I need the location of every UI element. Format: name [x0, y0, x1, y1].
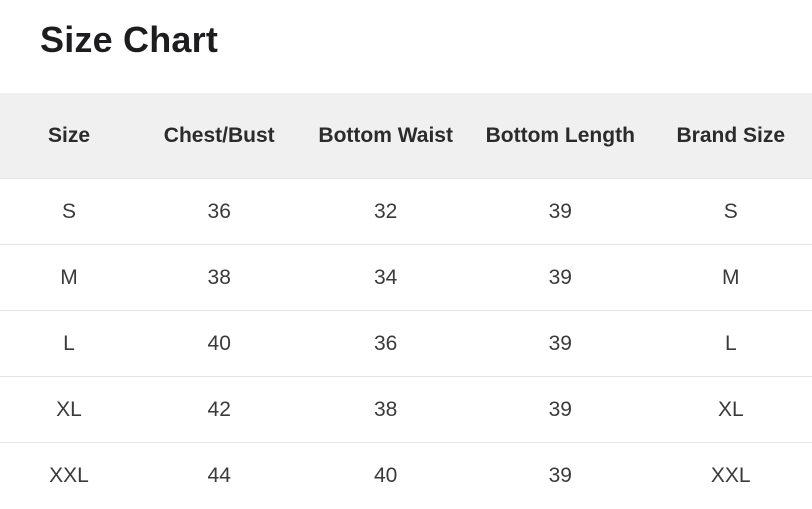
size-cell: XL: [0, 376, 139, 443]
page-title: Size Chart: [40, 19, 219, 60]
size-cell: XXL: [49, 463, 89, 487]
size-chart-body: S 36 32 39 S M 38 34 39 M L 40 36 39 L X…: [0, 178, 812, 509]
size-cell: L: [0, 310, 139, 377]
column-header-chest-bust: Chest/Bust: [138, 93, 301, 179]
brand-size-cell: XL: [649, 376, 812, 443]
bottom-length-cell: 39: [470, 376, 650, 443]
bottom-waist-cell: 40: [374, 463, 398, 487]
bottom-length-cell: 39: [470, 310, 650, 377]
table-row: S 36 32 39 S: [0, 178, 812, 245]
table-row: XL 42 38 39 XL: [0, 376, 812, 443]
chest-bust-cell: 36: [138, 178, 301, 245]
chest-bust-cell: 38: [138, 244, 301, 311]
brand-size-cell: L: [649, 310, 812, 377]
column-header-brand-size: Brand Size: [649, 93, 812, 179]
table-row: M 38 34 39 M: [0, 244, 812, 311]
bottom-waist-cell: 32: [300, 178, 471, 245]
header-row: Size Chest/Bust Bottom Waist Bottom Leng…: [0, 93, 812, 179]
bottom-waist-cell: 36: [300, 310, 471, 377]
chest-bust-cell: 42: [138, 376, 301, 443]
size-chart-header: Size Chest/Bust Bottom Waist Bottom Leng…: [0, 93, 812, 179]
brand-size-cell: M: [649, 244, 812, 311]
bottom-waist-cell: 34: [300, 244, 471, 311]
column-header-bottom-length: Bottom Length: [470, 93, 650, 179]
brand-size-cell: XXL: [710, 463, 751, 487]
size-cell: M: [0, 244, 139, 311]
bottom-length-cell: 39: [548, 463, 572, 487]
size-cell: S: [0, 178, 139, 245]
chest-bust-cell: 40: [138, 310, 301, 377]
column-header-size: Size: [0, 93, 139, 179]
bottom-waist-cell: 38: [300, 376, 471, 443]
table-row: XXL 44 40 39 XXL: [0, 443, 812, 509]
size-chart-table: Size Chest/Bust Bottom Waist Bottom Leng…: [0, 93, 812, 508]
chest-bust-cell: 44: [207, 463, 231, 487]
table-row: L 40 36 39 L: [0, 310, 812, 377]
bottom-length-cell: 39: [470, 244, 650, 311]
column-header-bottom-waist: Bottom Waist: [300, 93, 471, 179]
brand-size-cell: S: [649, 178, 812, 245]
bottom-length-cell: 39: [470, 178, 650, 245]
